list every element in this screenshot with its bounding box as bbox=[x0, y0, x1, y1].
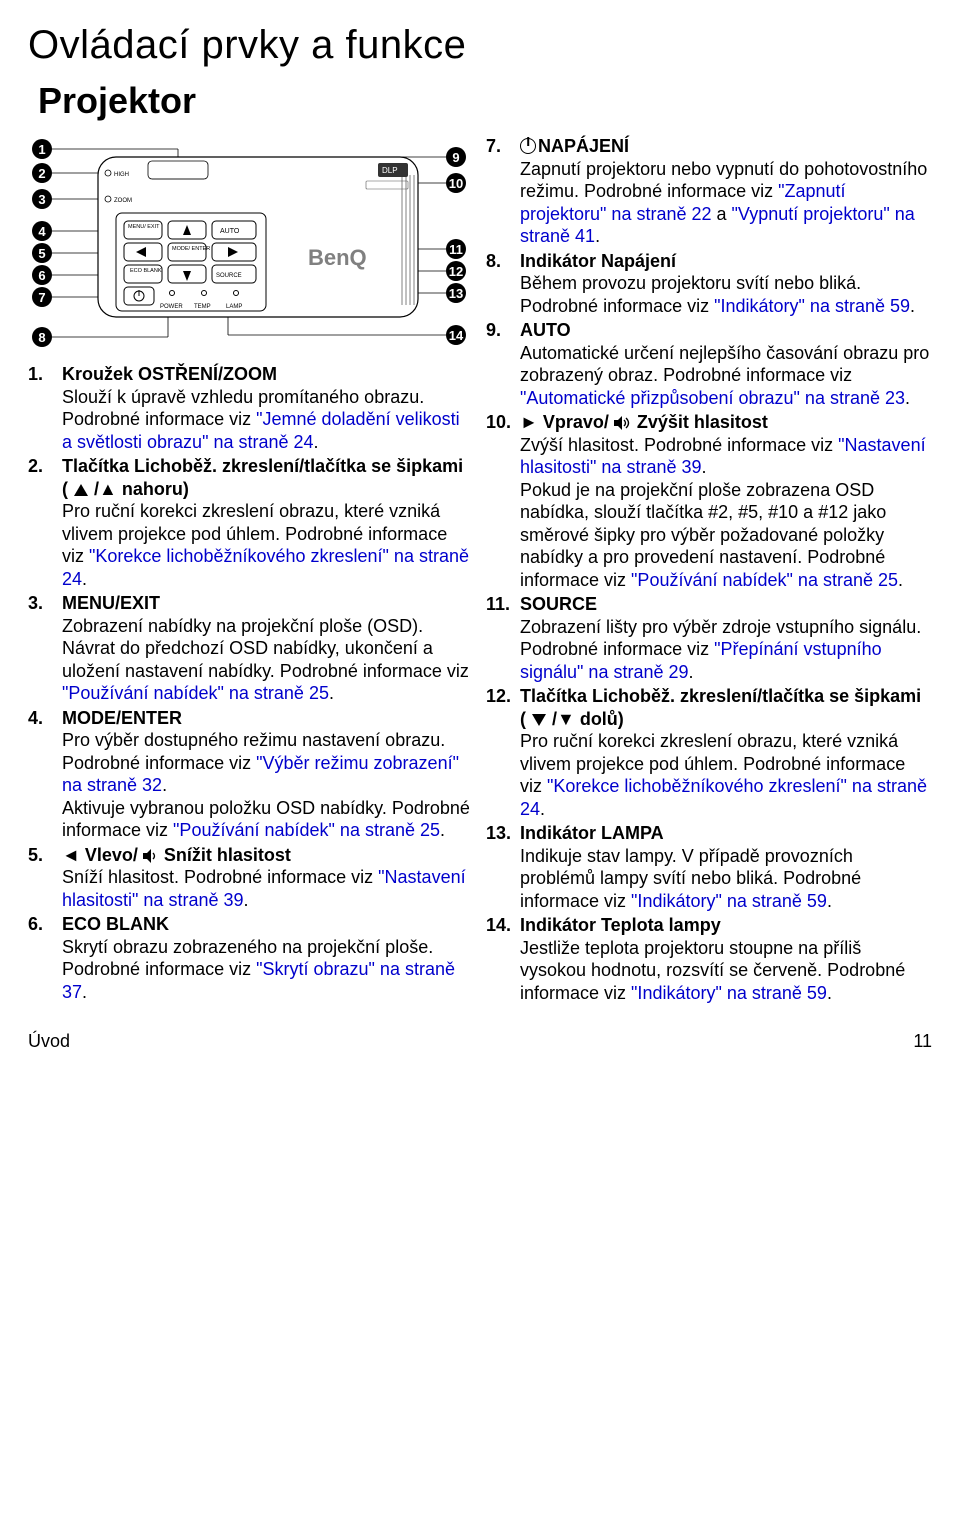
list-item: 4. MODE/ENTER Pro výběr dostupného režim… bbox=[28, 707, 474, 842]
power-icon bbox=[520, 138, 536, 154]
svg-text:BenQ: BenQ bbox=[308, 245, 367, 270]
callout-10: 10 bbox=[446, 173, 466, 193]
callout-6: 6 bbox=[32, 265, 52, 285]
list-item: 7. NAPÁJENÍ Zapnutí projektoru nebo vypn… bbox=[486, 135, 932, 248]
svg-text:DLP: DLP bbox=[382, 166, 398, 175]
footer-page-number: 11 bbox=[913, 1030, 932, 1053]
list-item: 1. Kroužek OSTŘENÍ/ZOOM Slouží k úpravě … bbox=[28, 363, 474, 453]
callout-7: 7 bbox=[32, 287, 52, 307]
page-subheading: Projektor bbox=[38, 78, 932, 123]
list-item: 12. Tlačítka Lichoběž. zkreslení/tlačítk… bbox=[486, 685, 932, 820]
list-item: 13. Indikátor LAMPA Indikuje stav lampy.… bbox=[486, 822, 932, 912]
callout-2: 2 bbox=[32, 163, 52, 183]
svg-text:TEMP: TEMP bbox=[194, 304, 211, 310]
footer-section: Úvod bbox=[28, 1030, 70, 1053]
page-heading: Ovládací prvky a funkce bbox=[28, 20, 932, 70]
list-item: 14. Indikátor Teplota lampy Jestliže tep… bbox=[486, 914, 932, 1004]
svg-text:MENU/ EXIT: MENU/ EXIT bbox=[128, 224, 160, 230]
list-item: 2. Tlačítka Lichoběž. zkreslení/tlačítka… bbox=[28, 455, 474, 590]
svg-text:SOURCE: SOURCE bbox=[216, 273, 242, 279]
callout-1: 1 bbox=[32, 139, 52, 159]
list-item: 9. AUTO Automatické určení nejlepšího ča… bbox=[486, 319, 932, 409]
volume-up-icon bbox=[614, 416, 632, 430]
volume-down-icon bbox=[143, 849, 159, 863]
callout-14: 14 bbox=[446, 325, 466, 345]
svg-text:HIGH: HIGH bbox=[114, 172, 129, 178]
keystone-up-icon bbox=[74, 484, 88, 496]
list-item: 11. SOURCE Zobrazení lišty pro výběr zdr… bbox=[486, 593, 932, 683]
page-footer: Úvod 11 bbox=[28, 1030, 932, 1053]
callout-12: 12 bbox=[446, 261, 466, 281]
callout-9: 9 bbox=[446, 147, 466, 167]
callout-13: 13 bbox=[446, 283, 466, 303]
list-item: 6. ECO BLANK Skrytí obrazu zobrazeného n… bbox=[28, 913, 474, 1003]
svg-text:ECO BLANK: ECO BLANK bbox=[130, 268, 162, 274]
projector-diagram: 1 2 3 4 5 6 7 8 9 10 11 12 13 14 bbox=[28, 135, 478, 355]
callout-3: 3 bbox=[32, 189, 52, 209]
list-item: 10. ► Vpravo/ Zvýšit hlasitost Zvýší hla… bbox=[486, 411, 932, 591]
callout-5: 5 bbox=[32, 243, 52, 263]
list-item: 3. MENU/EXIT Zobrazení nabídky na projek… bbox=[28, 592, 474, 705]
svg-text:ZOOM: ZOOM bbox=[114, 198, 132, 204]
svg-text:AUTO: AUTO bbox=[220, 228, 240, 235]
svg-text:POWER: POWER bbox=[160, 304, 183, 310]
svg-text:LAMP: LAMP bbox=[226, 304, 242, 310]
item-list-left: 1. Kroužek OSTŘENÍ/ZOOM Slouží k úpravě … bbox=[28, 363, 474, 1003]
keystone-down-icon bbox=[532, 714, 546, 726]
callout-4: 4 bbox=[32, 221, 52, 241]
callout-11: 11 bbox=[446, 239, 466, 259]
item-list-right: 7. NAPÁJENÍ Zapnutí projektoru nebo vypn… bbox=[486, 135, 932, 1004]
svg-text:MODE/ ENTER: MODE/ ENTER bbox=[172, 246, 210, 252]
list-item: 8. Indikátor Napájení Během provozu proj… bbox=[486, 250, 932, 318]
callout-8: 8 bbox=[32, 327, 52, 347]
list-item: 5. ◄ Vlevo/ Snížit hlasitost Sníží hlasi… bbox=[28, 844, 474, 912]
